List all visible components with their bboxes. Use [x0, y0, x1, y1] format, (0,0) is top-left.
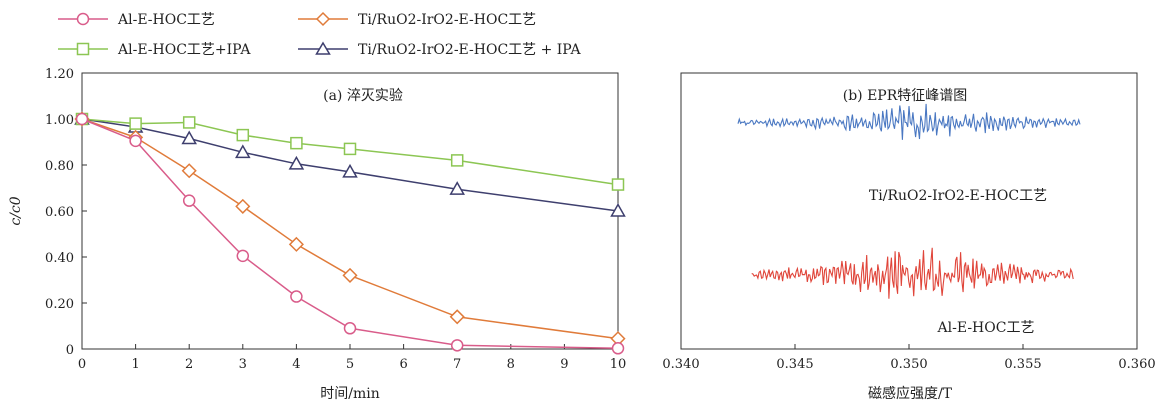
y-tick-label: 0.20 — [45, 297, 74, 312]
y-tick-label: 0.40 — [45, 251, 74, 266]
series-line — [81, 118, 619, 186]
x-tick-label: 6 — [399, 357, 407, 372]
data-point — [290, 136, 303, 150]
data-point — [288, 236, 304, 252]
data-point — [182, 194, 196, 207]
x-tick-label: 3 — [239, 357, 247, 372]
y-tick-label: 0.60 — [45, 205, 74, 220]
data-point — [235, 198, 251, 214]
x-tick-label: 5 — [346, 357, 354, 372]
x-tick-label: 0.360 — [1118, 357, 1155, 372]
panel-b-epr: (b) EPR特征峰谱图 0.340 0.345 0.350 0.355 0.360 T… — [662, 72, 1156, 402]
legend-marker-diamond — [315, 11, 331, 27]
data-point — [449, 181, 465, 195]
series-line — [81, 118, 619, 212]
legend-label-ti-ipa: Ti/RuO2-IrO2-E-HOC工艺 + IPA — [358, 42, 581, 58]
data-point — [75, 112, 89, 126]
data-point — [181, 163, 197, 179]
legend: Al-E-HOC工艺 Ti/RuO2-IrO2-E-HOC工艺 Al-E-HOC… — [58, 11, 581, 58]
legend-entry-ti: Ti/RuO2-IrO2-E-HOC工艺 — [298, 11, 536, 28]
x-tick-label: 8 — [507, 357, 515, 372]
panel-b-series — [737, 103, 1081, 299]
panel-a-series — [74, 110, 626, 355]
data-point — [611, 178, 625, 191]
legend-entry-al: Al-E-HOC工艺 — [58, 12, 215, 28]
series-circle — [75, 112, 625, 355]
data-point — [449, 309, 465, 325]
y-tick-label: 1.00 — [45, 113, 74, 128]
data-point — [182, 116, 196, 129]
legend-label-ti: Ti/RuO2-IrO2-E-HOC工艺 — [358, 12, 536, 28]
x-tick-label: 0 — [78, 357, 86, 372]
x-tick-label: 1 — [131, 357, 139, 372]
data-point — [611, 342, 625, 355]
x-tick-label: 7 — [453, 357, 461, 372]
data-point — [129, 134, 142, 148]
legend-marker-square — [76, 42, 90, 56]
x-tick-label: 0.345 — [776, 357, 813, 372]
epr-label-al: Al-E-HOC工艺 — [937, 320, 1035, 336]
panel-a-frame — [81, 72, 619, 350]
x-tick-label: 0.355 — [1004, 357, 1041, 372]
epr-label-ti: Ti/RuO2-IrO2-E-HOC工艺 — [869, 188, 1047, 204]
data-point — [288, 155, 305, 170]
series-triangle — [74, 110, 626, 217]
epr-signal-ti — [737, 103, 1081, 140]
panel-b-xlabel: 磁感应强度/T — [868, 385, 953, 402]
y-tick-label: 1.20 — [45, 67, 74, 82]
panel-a-quench: (a) 淬灭实验 0 1 2 3 4 5 6 7 8 9 10 0 0.20 0.40 0.60 0.80 1.… — [8, 67, 626, 402]
y-tick-label: 0 — [66, 343, 74, 358]
legend-marker-circle — [76, 12, 90, 26]
panel-a-ylabel: c/c0 — [8, 196, 24, 225]
data-point — [343, 322, 357, 335]
legend-marker-triangle — [315, 41, 331, 55]
data-point — [181, 130, 197, 145]
x-tick-label: 4 — [292, 357, 300, 372]
data-point — [342, 163, 358, 178]
panel-a-title: (a) 淬灭实验 — [323, 88, 403, 104]
series-line — [81, 118, 619, 350]
x-tick-label: 10 — [610, 357, 627, 372]
x-tick-label: 9 — [560, 357, 568, 372]
legend-label-al-ipa: Al-E-HOC工艺+IPA — [117, 42, 251, 58]
panel-b-title: (b) EPR特征峰谱图 — [843, 88, 968, 104]
legend-entry-ti-ipa: Ti/RuO2-IrO2-E-HOC工艺 + IPA — [298, 41, 581, 58]
data-point — [236, 128, 250, 142]
data-point — [235, 144, 251, 159]
x-tick-label: 0.340 — [662, 357, 699, 372]
legend-entry-al-ipa: Al-E-HOC工艺+IPA — [58, 42, 251, 58]
panel-a-axes: 0 1 2 3 4 5 6 7 8 9 10 0 0.20 0.40 0.60 0.80 1.00 1.20 — [45, 67, 626, 372]
data-point — [343, 142, 357, 156]
data-point — [290, 290, 303, 303]
y-tick-label: 0.80 — [45, 159, 74, 174]
x-tick-label: 0.350 — [890, 357, 927, 372]
panel-a-xlabel: 时间/min — [320, 386, 380, 402]
data-point — [610, 202, 626, 217]
panel-b-axes: 0.340 0.345 0.350 0.355 0.360 — [662, 344, 1156, 372]
data-point — [129, 117, 142, 130]
data-point — [236, 249, 250, 263]
data-point — [450, 154, 464, 167]
x-tick-label: 2 — [185, 357, 193, 372]
series-line — [81, 118, 619, 340]
data-point — [342, 267, 358, 283]
epr-signal-al — [751, 247, 1074, 299]
legend-label-al: Al-E-HOC工艺 — [117, 12, 215, 28]
data-point — [450, 339, 464, 352]
